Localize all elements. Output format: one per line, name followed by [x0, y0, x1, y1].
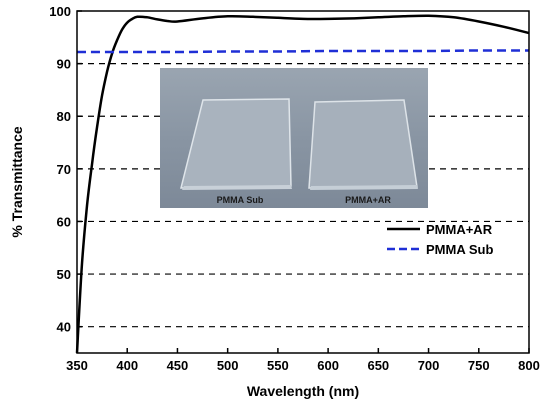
y-tick-label-70: 70 — [57, 162, 71, 177]
x-tick-label-450: 450 — [167, 358, 189, 373]
inset-photo: PMMA Sub PMMA+AR — [160, 68, 428, 208]
x-tick-label-550: 550 — [267, 358, 289, 373]
y-tick-label-100: 100 — [49, 4, 71, 19]
series-line-pmma-sub — [76, 49, 530, 54]
x-tick-label-800: 800 — [518, 358, 540, 373]
legend-label-pmma-sub: PMMA Sub — [426, 242, 493, 257]
legend-label-pmma-ar: PMMA+AR — [426, 222, 493, 237]
photo-label-pmma-sub: PMMA Sub — [217, 195, 264, 205]
x-tick-label-600: 600 — [317, 358, 339, 373]
series-line-pmma-ar — [75, 14, 530, 354]
pmma-sub-sample-edge — [182, 185, 292, 190]
x-tick-label-700: 700 — [418, 358, 440, 373]
x-tick-label-650: 650 — [367, 358, 389, 373]
y-tick-label-90: 90 — [57, 57, 71, 72]
pmma-ar-sample-edge — [310, 185, 418, 190]
y-tick-label-80: 80 — [57, 109, 71, 124]
x-axis-title: Wavelength (nm) — [247, 383, 359, 399]
x-tick-label-400: 400 — [116, 358, 138, 373]
y-axis-ticks: 40 50 60 70 80 90 100 — [49, 4, 82, 335]
x-tick-label-500: 500 — [217, 358, 239, 373]
x-tick-label-350: 350 — [66, 358, 88, 373]
y-tick-label-40: 40 — [57, 320, 71, 335]
y-tick-label-50: 50 — [57, 267, 71, 282]
y-tick-label-60: 60 — [57, 214, 71, 229]
legend: PMMA+AR PMMA Sub — [387, 222, 493, 257]
photo-label-pmma-ar: PMMA+AR — [345, 195, 391, 205]
y-axis-title: % Transmittance — [9, 126, 25, 237]
series-group — [75, 14, 530, 354]
plot-frame — [76, 10, 530, 354]
x-tick-label-750: 750 — [468, 358, 490, 373]
x-axis-ticks: 350 400 450 500 550 600 650 700 750 800 — [66, 348, 540, 373]
pmma-ar-sample — [308, 99, 418, 189]
